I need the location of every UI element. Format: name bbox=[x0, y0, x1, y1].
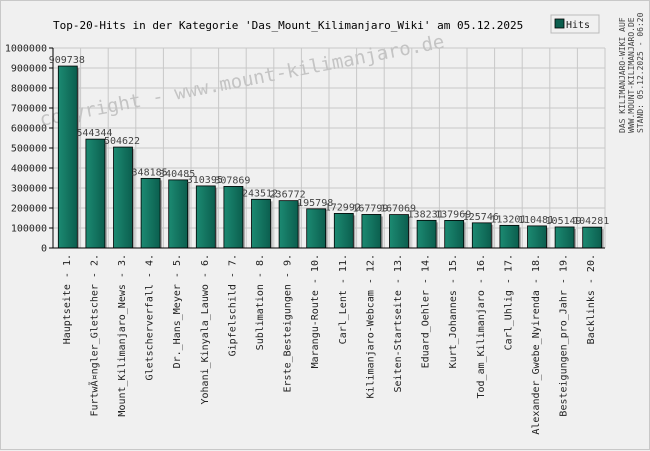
watermark-text: copyright - www.mount-kilimanjaro.de bbox=[38, 31, 446, 131]
x-tick-label: Yohani_Kinyala_Lauwo - 6. bbox=[200, 254, 211, 405]
bar bbox=[251, 198, 271, 249]
bar-value-label: 195798 bbox=[297, 198, 333, 209]
x-tick-label: Hauptseite - 1. bbox=[62, 254, 73, 344]
bar bbox=[499, 224, 520, 249]
legend-label-hits: Hits bbox=[566, 20, 590, 31]
bar bbox=[333, 213, 354, 249]
side-note-line: WWW.MOUNT-KILIMANJARO.DE bbox=[627, 17, 636, 133]
bar-value-label: 167069 bbox=[380, 204, 416, 215]
y-tick-label: 400000 bbox=[11, 164, 47, 175]
y-tick-label: 900000 bbox=[11, 64, 47, 75]
bar-value-label: 348185 bbox=[132, 167, 168, 178]
bar bbox=[195, 185, 216, 249]
bar bbox=[416, 219, 437, 249]
bar bbox=[306, 208, 327, 249]
x-tick-label: Carl_Lent - 11. bbox=[338, 254, 349, 344]
legend-swatch-hits bbox=[554, 18, 565, 29]
y-tick-label: 800000 bbox=[11, 84, 47, 95]
bar-value-label: 167799 bbox=[352, 203, 388, 214]
y-axis-tick-labels: 0 100000 200000 300000 400000 500000 600000 700… bbox=[5, 44, 53, 255]
bar-value-label: 307869 bbox=[214, 175, 250, 186]
bar bbox=[527, 225, 547, 249]
bar bbox=[554, 226, 575, 249]
x-tick-label: Sublimation - 8. bbox=[255, 254, 266, 350]
y-tick-label: 1000000 bbox=[5, 44, 47, 55]
y-tick-label: 500000 bbox=[11, 144, 47, 155]
bar-value-label: 909738 bbox=[49, 55, 85, 66]
bar-value-label: 504622 bbox=[104, 136, 140, 147]
x-tick-label: Alexander_Gwebe_Nyirenda - 18. bbox=[531, 254, 542, 435]
bar-value-label: 125746 bbox=[463, 212, 499, 223]
bar-value-label: 105149 bbox=[546, 216, 582, 227]
bar-value-label: 340485 bbox=[159, 169, 195, 180]
x-tick-label: Kurt_Johannes - 15. bbox=[448, 254, 459, 368]
bar-value-label: 243512 bbox=[242, 188, 278, 199]
bar-value-label: 104281 bbox=[573, 216, 609, 227]
bar bbox=[278, 200, 299, 249]
x-tick-label: Dr._Hans_Meyer - 5. bbox=[172, 254, 183, 368]
x-tick-label: Gletscherverfall - 4. bbox=[145, 254, 156, 380]
x-tick-label: Seiten-Startseite - 13. bbox=[393, 254, 404, 392]
bar-value-label: 110481 bbox=[518, 215, 554, 226]
side-note-line: STAND: 05.12.2025 - 06:20 bbox=[636, 12, 645, 133]
bar bbox=[389, 214, 409, 249]
y-tick-label: 200000 bbox=[11, 204, 47, 215]
bar bbox=[57, 65, 78, 249]
bar bbox=[85, 138, 106, 249]
x-tick-label: FurtwÃ¤ngler_Gletscher - 2. bbox=[87, 254, 100, 417]
bar-value-label: 172992 bbox=[325, 202, 361, 213]
bar-value-label: 137969 bbox=[435, 209, 471, 220]
bar-series-hits bbox=[57, 65, 604, 249]
bar bbox=[140, 177, 161, 249]
y-tick-label: 700000 bbox=[11, 104, 47, 115]
bar-value-label: 138231 bbox=[408, 209, 444, 220]
bar bbox=[113, 146, 133, 249]
bar-value-label: 310395 bbox=[187, 175, 223, 186]
bar bbox=[582, 226, 603, 249]
side-note: DAS KILIMANJARO-WIKI AUF WWW.MOUNT-KILIMA… bbox=[618, 12, 645, 133]
x-tick-label: Marangu-Route - 10. bbox=[310, 254, 321, 368]
bar bbox=[168, 179, 189, 249]
x-tick-label: Tod_am_Kilimanjaro - 16. bbox=[476, 254, 487, 399]
chart-title: Top-20-Hits in der Kategorie 'Das_Mount_… bbox=[53, 19, 523, 32]
x-tick-label: Besteigungen_pro_Jahr - 19. bbox=[559, 254, 570, 417]
y-tick-label: 0 bbox=[41, 244, 47, 255]
y-tick-label: 100000 bbox=[11, 224, 47, 235]
legend: Hits bbox=[550, 14, 600, 34]
y-tick-label: 600000 bbox=[11, 124, 47, 135]
bar-value-label: 113201 bbox=[490, 214, 526, 225]
side-note-line: DAS KILIMANJARO-WIKI AUF bbox=[618, 17, 627, 133]
bar-value-label: 544344 bbox=[76, 128, 112, 139]
bar-value-label: 236772 bbox=[270, 190, 306, 201]
bar bbox=[361, 214, 382, 249]
x-tick-label: Gipfelschild - 7. bbox=[227, 254, 238, 356]
bar bbox=[471, 222, 492, 249]
x-axis-tick-labels: Hauptseite - 1. FurtwÃ¤ngler_Gletscher - … bbox=[62, 254, 597, 435]
x-tick-label: Mount_Kilimanjaro_News - 3. bbox=[117, 254, 128, 417]
x-tick-label: Kilimanjaro-Webcam - 12. bbox=[365, 254, 376, 399]
x-tick-label: Eduard_Oehler - 14. bbox=[421, 254, 432, 368]
x-tick-label: Backlinks - 20. bbox=[586, 254, 597, 344]
y-tick-label: 300000 bbox=[11, 184, 47, 195]
x-tick-label: Carl_Uhlig - 17. bbox=[503, 254, 514, 350]
x-tick-label: Erste_Besteigungen - 9. bbox=[283, 254, 294, 392]
bar bbox=[444, 220, 465, 249]
bar bbox=[223, 186, 244, 249]
